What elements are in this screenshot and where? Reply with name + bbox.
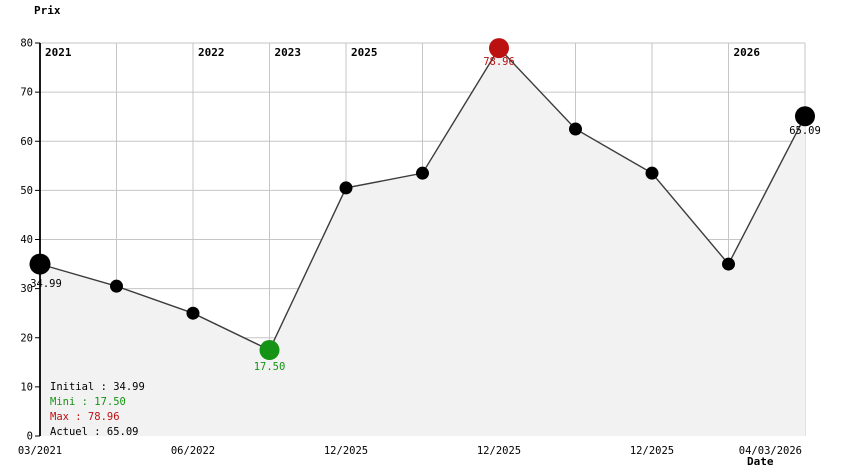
data-point-current: [795, 106, 815, 127]
year-annotation: 2022: [198, 46, 225, 59]
x-axis-title: Date: [747, 455, 774, 468]
area-fill: [40, 48, 805, 436]
data-point: [110, 279, 123, 293]
x-tick-label: 12/2025: [630, 445, 674, 457]
y-tick-label: 10: [20, 381, 33, 393]
y-tick-label: 80: [20, 38, 33, 50]
point-value-label: 78.96: [483, 56, 515, 68]
x-tick-label: 04/03/2026: [739, 445, 802, 457]
legend-item: Mini : 17.50: [50, 396, 126, 408]
data-point: [186, 306, 200, 320]
x-tick-label: 06/2022: [171, 445, 215, 457]
data-point-min: [259, 340, 280, 361]
point-value-label: 65.09: [789, 125, 821, 137]
data-point: [339, 181, 353, 195]
x-tick-label: 12/2025: [477, 445, 521, 457]
year-annotation: 2023: [275, 46, 302, 59]
year-annotation: 2025: [351, 46, 378, 59]
x-tick-label: 03/2021: [18, 445, 62, 457]
y-tick-label: 20: [20, 332, 33, 344]
data-point: [645, 166, 659, 180]
y-tick-label: 40: [20, 234, 33, 246]
data-point-initial: [29, 253, 51, 275]
year-annotation: 2021: [45, 46, 72, 59]
point-value-label: 34.99: [30, 278, 62, 290]
data-point: [416, 166, 429, 180]
year-annotation: 2026: [734, 46, 761, 59]
legend-item: Initial : 34.99: [50, 381, 145, 393]
y-tick-label: 0: [27, 431, 33, 443]
y-tick-label: 70: [20, 87, 33, 99]
data-point: [569, 122, 582, 136]
y-tick-label: 50: [20, 185, 33, 197]
point-value-label: 17.50: [254, 361, 286, 373]
y-tick-label: 30: [20, 283, 33, 295]
legend: Initial : 34.99 Mini : 17.50 Max : 78.96 Ac…: [50, 380, 145, 440]
legend-item: Actuel : 65.09: [50, 426, 139, 438]
y-tick-label: 60: [20, 136, 33, 148]
data-point-max: [489, 38, 509, 59]
y-axis-title: Prix: [34, 4, 61, 17]
data-point: [722, 257, 735, 271]
legend-item: Max : 78.96: [50, 411, 120, 423]
x-tick-label: 12/2025: [324, 445, 368, 457]
